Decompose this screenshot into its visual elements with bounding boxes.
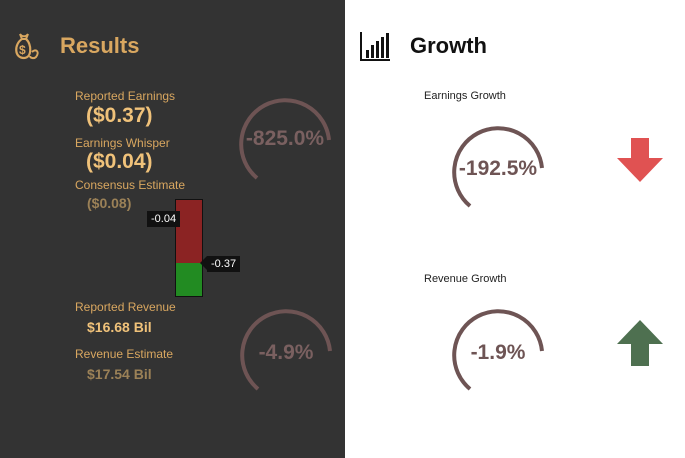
earnings-growth-value: -192.5% xyxy=(458,157,538,180)
consensus-estimate-value: ($0.08) xyxy=(87,195,132,211)
earnings-surprise-value: -825.0% xyxy=(245,127,325,150)
earnings-whisper-label: Earnings Whisper xyxy=(75,136,170,150)
revenue-growth-label: Revenue Growth xyxy=(424,273,507,285)
revenue-surprise-value: -4.9% xyxy=(258,341,314,364)
revenue-estimate-label: Revenue Estimate xyxy=(75,347,174,361)
svg-text:$: $ xyxy=(19,43,26,57)
bar-bottom-tag: -0.37 xyxy=(207,256,241,272)
results-title: Results xyxy=(60,33,140,58)
bar-bottom-tag-pointer xyxy=(200,256,207,270)
growth-title: Growth xyxy=(410,33,487,58)
revenue-growth-gauge: -1.9% xyxy=(448,303,548,403)
bar-chart-icon xyxy=(359,30,391,62)
trend-down-arrow-icon xyxy=(617,138,663,184)
earnings-growth-gauge: -192.5% xyxy=(448,120,548,220)
consensus-estimate-label: Consensus Estimate xyxy=(75,178,186,192)
earnings-bar-red xyxy=(176,200,202,263)
bar-top-tag: -0.04 xyxy=(147,211,181,227)
earnings-surprise-gauge: -825.0% xyxy=(235,92,335,192)
earnings-growth-label: Earnings Growth xyxy=(424,90,506,102)
revenue-growth-value: -1.9% xyxy=(470,341,526,364)
revenue-estimate-value: $17.54 Bil xyxy=(87,366,152,382)
growth-panel: Growth Earnings Growth -192.5% Revenue G… xyxy=(345,0,685,458)
trend-up-arrow-icon xyxy=(617,320,663,366)
earnings-bar-green xyxy=(176,263,202,296)
money-bag-icon: $ xyxy=(10,30,42,62)
earnings-whisper-value: ($0.04) xyxy=(86,150,153,173)
results-panel: $ Results Reported Earnings ($0.37) Earn… xyxy=(0,0,345,458)
revenue-surprise-gauge: -4.9% xyxy=(236,303,336,403)
reported-revenue-value: $16.68 Bil xyxy=(87,319,152,335)
reported-revenue-label: Reported Revenue xyxy=(75,300,176,314)
reported-earnings-label: Reported Earnings xyxy=(75,89,176,103)
reported-earnings-value: ($0.37) xyxy=(86,104,153,127)
earnings-bar xyxy=(175,199,203,297)
